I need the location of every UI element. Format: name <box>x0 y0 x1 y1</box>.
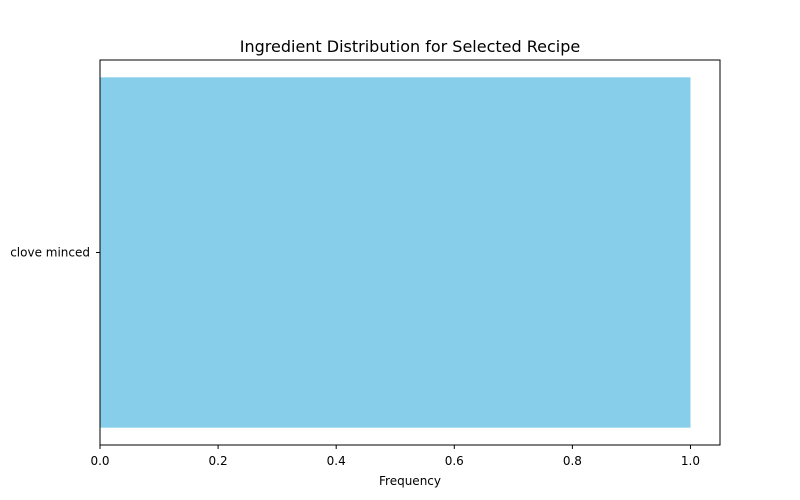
x-axis-ticks: 0.0 0.2 0.4 0.6 0.8 1.0 <box>90 445 700 468</box>
x-tick-label: 0.8 <box>563 454 582 468</box>
x-tick-label: 1.0 <box>681 454 700 468</box>
chart-title: Ingredient Distribution for Selected Rec… <box>240 37 580 56</box>
y-axis-ticks: clove minced <box>10 246 100 260</box>
x-tick-label: 0.2 <box>209 454 228 468</box>
x-tick-label: 0.6 <box>445 454 464 468</box>
x-tick-label: 0.4 <box>327 454 346 468</box>
x-tick-label: 0.0 <box>90 454 109 468</box>
bars-layer <box>100 77 691 428</box>
bar <box>100 77 691 428</box>
y-tick-label: clove minced <box>10 246 90 260</box>
x-axis-label: Frequency <box>379 474 441 488</box>
